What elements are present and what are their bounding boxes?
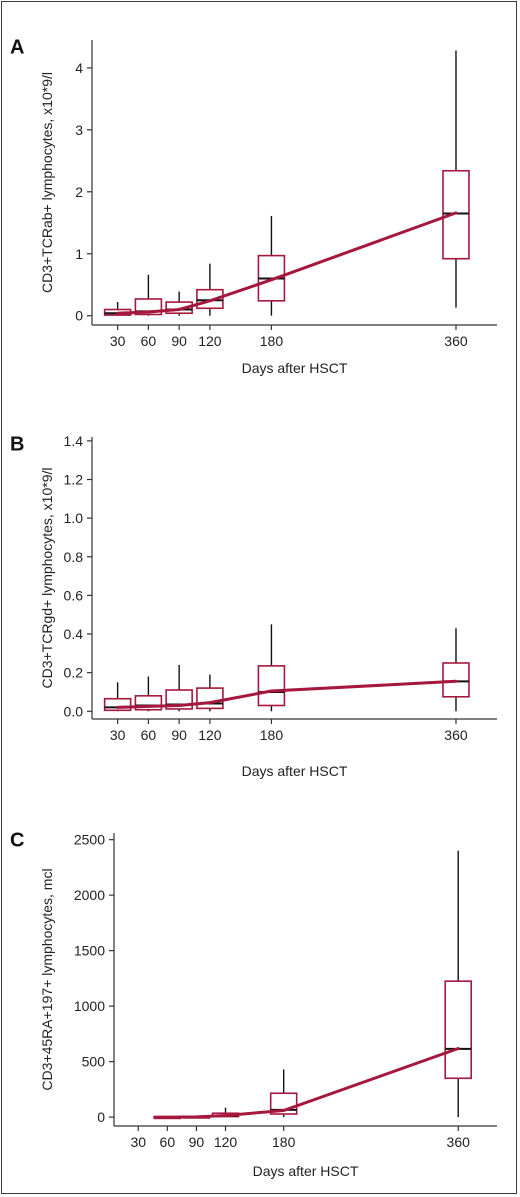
x-tick-label: 60: [160, 1134, 176, 1150]
box-iqr: [442, 662, 470, 698]
box-iqr: [134, 298, 163, 316]
box-day-180: [257, 624, 286, 712]
box-iqr: [103, 697, 132, 712]
y-tick-label: 1: [75, 246, 83, 262]
panel-label: A: [10, 37, 24, 59]
y-tick-label: 1.4: [64, 433, 84, 449]
box-day-120: [196, 674, 224, 712]
y-tick-label: 3: [75, 122, 83, 138]
y-tick-label: 500: [82, 1054, 106, 1070]
x-tick-label: 30: [110, 727, 126, 743]
y-tick-label: 2500: [74, 832, 105, 848]
trend-line: [116, 679, 458, 709]
box-day-360: [444, 850, 473, 1118]
box-iqr: [196, 687, 224, 710]
trend-line: [153, 1047, 460, 1119]
chart-panel-b: 0.0 0.2 0.4 0.6 0.8 1.0 1.2 1.4 30 60 90 120 180 360 D…: [39, 433, 497, 779]
y-tick-label: 0.6: [64, 587, 84, 603]
y-axis-title: CD3+TCRab+ lymphocytes, x10*9/l: [39, 72, 55, 293]
y-axis-title: CD3+45RA+197+ lymphocytes, mcl: [39, 868, 55, 1090]
x-tick-label: 30: [110, 333, 126, 349]
x-tick-label: 180: [272, 1134, 296, 1150]
box-iqr: [165, 689, 193, 710]
trend-line: [116, 211, 458, 315]
x-tick-label: 180: [260, 727, 284, 743]
y-tick-label: 0.0: [64, 703, 84, 719]
box-day-90: [165, 291, 193, 316]
x-tick-label: 60: [141, 333, 157, 349]
x-axis-title: Days after HSCT: [242, 763, 348, 779]
box-iqr: [257, 665, 286, 707]
box-day-60: [134, 274, 163, 316]
y-tick-label: 1.0: [64, 510, 84, 526]
panel-label: C: [10, 830, 24, 852]
x-tick-label: 180: [260, 333, 284, 349]
box-iqr: [165, 301, 193, 315]
y-axis-title: CD3+TCRgd+ lymphocytes, x10*9/l: [39, 468, 55, 689]
x-tick-label: 30: [130, 1134, 146, 1150]
x-tick-label: 120: [198, 333, 222, 349]
box-day-360: [442, 628, 470, 712]
x-tick-label: 360: [447, 1134, 471, 1150]
y-tick-label: 0.4: [64, 626, 84, 642]
x-tick-label: 60: [141, 727, 157, 743]
y-tick-label: 0.8: [64, 549, 84, 565]
y-tick-label: 1.2: [64, 471, 84, 487]
y-tick-label: 4: [75, 60, 83, 76]
box-day-180: [257, 215, 286, 316]
x-axis-title: Days after HSCT: [242, 360, 348, 376]
y-tick-label: 1000: [74, 998, 105, 1014]
y-tick-label: 0.2: [64, 665, 84, 681]
panel-label: B: [10, 434, 24, 456]
x-axis-title: Days after HSCT: [253, 1163, 359, 1179]
x-tick-label: 90: [189, 1134, 205, 1150]
x-tick-label: 90: [171, 333, 187, 349]
chart-panel-a: 0 1 2 3 4 30 60 90 120 180 360 Days after HSCT CD3+T…: [39, 40, 497, 376]
y-tick-label: 0: [75, 308, 83, 324]
box-iqr: [444, 980, 473, 1080]
x-tick-label: 120: [214, 1134, 238, 1150]
x-tick-label: 360: [444, 727, 468, 743]
x-tick-label: 360: [444, 333, 468, 349]
y-tick-label: 2: [75, 184, 83, 200]
box-day-360: [442, 50, 470, 308]
chart-panel-c: 0 500 1000 1500 2000 2500 30 60 90 120 180 360 Days …: [39, 832, 497, 1179]
y-tick-label: 0: [97, 1109, 105, 1125]
box-iqr: [442, 169, 470, 260]
x-tick-label: 120: [198, 727, 222, 743]
x-tick-label: 90: [171, 727, 187, 743]
y-tick-label: 2000: [74, 887, 105, 903]
box-iqr: [196, 288, 224, 310]
box-day-120: [196, 263, 224, 316]
y-tick-label: 1500: [74, 943, 105, 959]
box-iqr: [269, 1092, 298, 1115]
box-iqr: [134, 695, 163, 711]
